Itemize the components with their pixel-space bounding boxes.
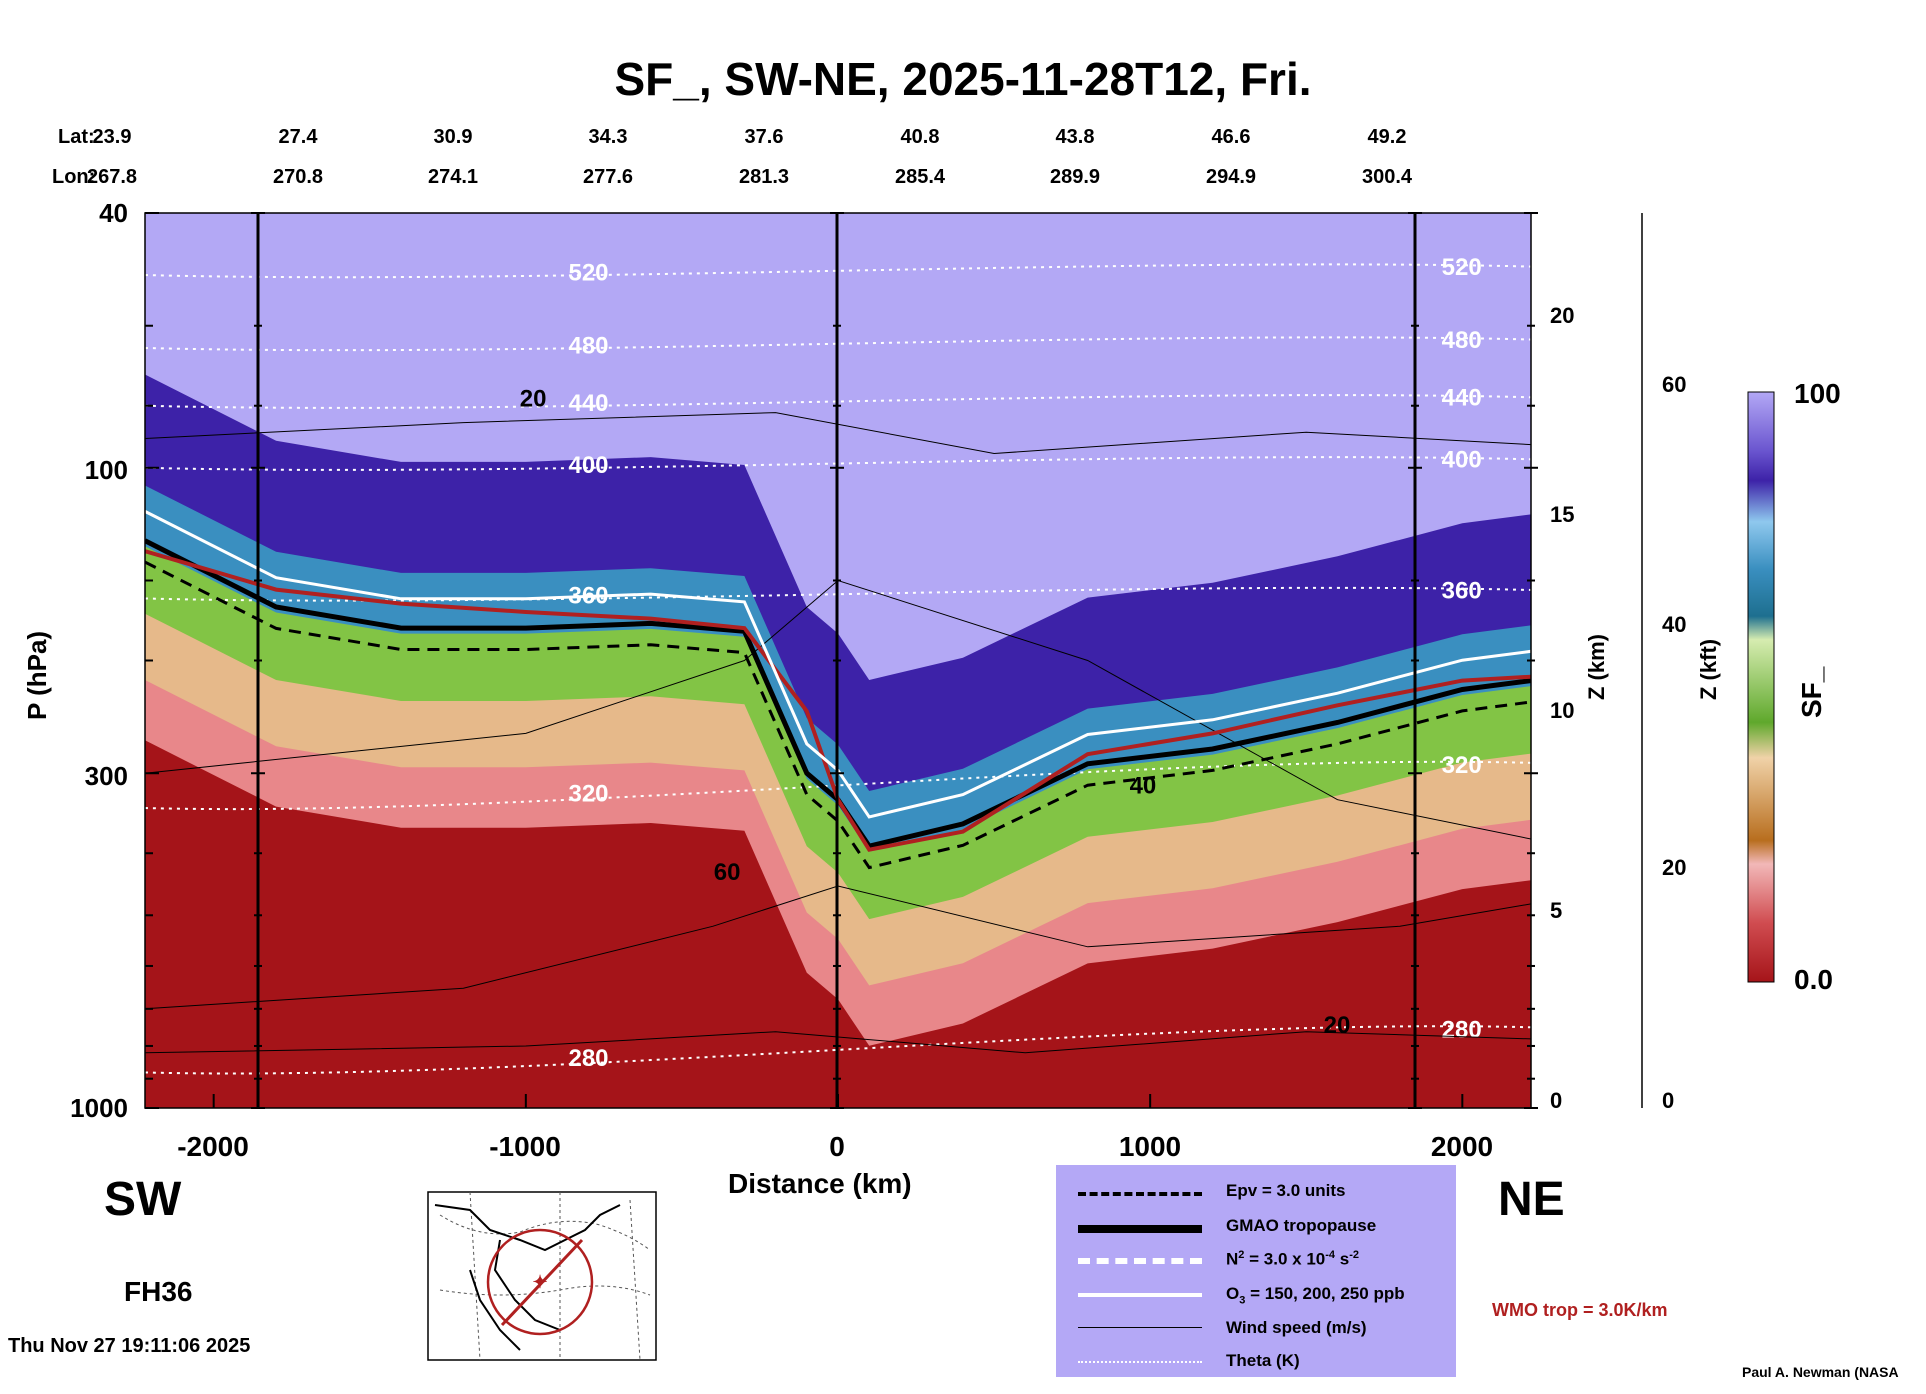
legend-wind-label: Wind speed (m/s) <box>1226 1318 1367 1337</box>
lat-value: 43.8 <box>1055 126 1095 148</box>
lat-value: 40.8 <box>900 126 940 148</box>
z-kft-tick-40: 40 <box>1662 612 1687 637</box>
lon-value: 285.4 <box>894 166 946 188</box>
wmo-trop-label: WMO trop = 3.0K/km <box>1492 1300 1668 1320</box>
z-kft-tick-20: 20 <box>1662 855 1687 880</box>
z-km-tick-10: 10 <box>1550 698 1575 723</box>
theta-label: 440 <box>568 390 608 417</box>
wind-contour <box>145 1031 1531 1054</box>
lon-value: 300.4 <box>1361 166 1413 188</box>
theta-label: 520 <box>1442 254 1482 281</box>
legend-epv-label: Epv = 3.0 units <box>1226 1181 1346 1200</box>
lat-row-label: Lat: <box>58 126 95 148</box>
lat-value: 23.9 <box>92 126 132 148</box>
z-km-axis-title: Z (km) <box>1584 634 1609 700</box>
x-tick-0: 0 <box>829 1131 845 1162</box>
p-tick-40: 40 <box>99 198 128 228</box>
theta-label: 320 <box>568 781 608 808</box>
legend-epv-swatch <box>1078 1192 1202 1196</box>
wind-label: 20 <box>1324 1012 1351 1039</box>
wind-label: 60 <box>714 859 741 886</box>
lat-value: 37.6 <box>744 126 784 148</box>
sw-label: SW <box>104 1173 182 1226</box>
z-km-tick-20: 20 <box>1550 303 1575 328</box>
lat-value: 46.6 <box>1211 126 1251 148</box>
theta-label: 400 <box>1442 447 1482 474</box>
theta-label: 400 <box>568 452 608 479</box>
ne-label: NE <box>1498 1173 1565 1226</box>
legend-theta-swatch <box>1078 1361 1202 1363</box>
theta-label: 520 <box>568 259 608 286</box>
legend-wind-swatch <box>1078 1327 1202 1328</box>
z-km-tick-15: 15 <box>1550 502 1575 527</box>
legend-o3-label: O3 = 150, 200, 250 ppb <box>1226 1284 1405 1307</box>
lon-value: 267.8 <box>86 166 138 188</box>
x-tick-minus1000: -1000 <box>489 1131 561 1162</box>
svg-text:✦: ✦ <box>532 1272 547 1292</box>
theta-label: 280 <box>1442 1017 1482 1044</box>
lat-value: 34.3 <box>588 126 628 148</box>
p-tick-100: 100 <box>84 455 128 485</box>
legend-gmao-swatch <box>1078 1225 1202 1233</box>
x-tick-minus2000: -2000 <box>177 1131 249 1162</box>
theta-label: 320 <box>1442 752 1482 779</box>
colorbar-min-label: 0.0 <box>1794 964 1833 995</box>
p-tick-300: 300 <box>84 761 128 791</box>
lon-value: 289.9 <box>1049 166 1101 188</box>
z-km-tick-0: 0 <box>1550 1088 1563 1113</box>
credit-label: Paul A. Newman (NASA <box>1742 1364 1899 1380</box>
lon-row-label: Lon: <box>52 166 96 188</box>
wind-label: 20 <box>520 386 547 413</box>
lon-value: 277.6 <box>582 166 634 188</box>
timestamp: Thu Nov 27 19:11:06 2025 <box>8 1335 251 1357</box>
legend-theta-label: Theta (K) <box>1226 1351 1300 1370</box>
colorbar <box>1747 391 1775 983</box>
lat-value: 49.2 <box>1367 126 1407 148</box>
legend-n2-swatch <box>1078 1258 1202 1264</box>
z-kft-axis-title: Z (kft) <box>1696 638 1721 700</box>
lon-value: 270.8 <box>272 166 324 188</box>
lon-value: 274.1 <box>427 166 479 188</box>
colorbar-title: SF_ <box>1796 666 1827 718</box>
legend-n2-label: N2 = 3.0 x 10-4 s-2 <box>1226 1249 1359 1269</box>
lat-value: 30.9 <box>433 126 473 148</box>
legend-o3-swatch <box>1078 1293 1202 1297</box>
lon-value: 281.3 <box>738 166 790 188</box>
theta-label: 480 <box>568 332 608 359</box>
lon-value: 294.9 <box>1205 166 1257 188</box>
z-km-tick-5: 5 <box>1550 898 1563 923</box>
legend-gmao-label: GMAO tropopause <box>1226 1216 1377 1235</box>
x-tick-1000: 1000 <box>1118 1131 1182 1162</box>
legend: Epv = 3.0 units GMAO tropopause N2 = 3.0… <box>1056 1165 1456 1377</box>
p-tick-1000: 1000 <box>70 1093 128 1123</box>
lat-value: 27.4 <box>278 126 318 148</box>
wind-contour <box>145 412 1531 455</box>
axis-ticks <box>145 212 1538 1109</box>
theta-label: 280 <box>568 1045 608 1072</box>
z-kft-tick-60: 60 <box>1662 372 1687 397</box>
theta-label: 360 <box>1442 577 1482 604</box>
colorbar-max-label: 100 <box>1794 378 1841 409</box>
red-band <box>145 740 1531 1108</box>
y-axis-title: P (hPa) <box>22 630 52 720</box>
forecast-hour-label: FH36 <box>124 1276 193 1307</box>
inset-map: ✦ <box>427 1191 657 1361</box>
theta-label: 440 <box>1442 385 1482 412</box>
x-tick-2000: 2000 <box>1430 1131 1494 1162</box>
x-axis-title: Distance (km) <box>728 1168 912 1199</box>
chart-title: SF_, SW-NE, 2025-11-28T12, Fri. <box>614 53 1312 105</box>
z-kft-tick-0: 0 <box>1662 1088 1675 1113</box>
theta-label: 480 <box>1442 327 1482 354</box>
